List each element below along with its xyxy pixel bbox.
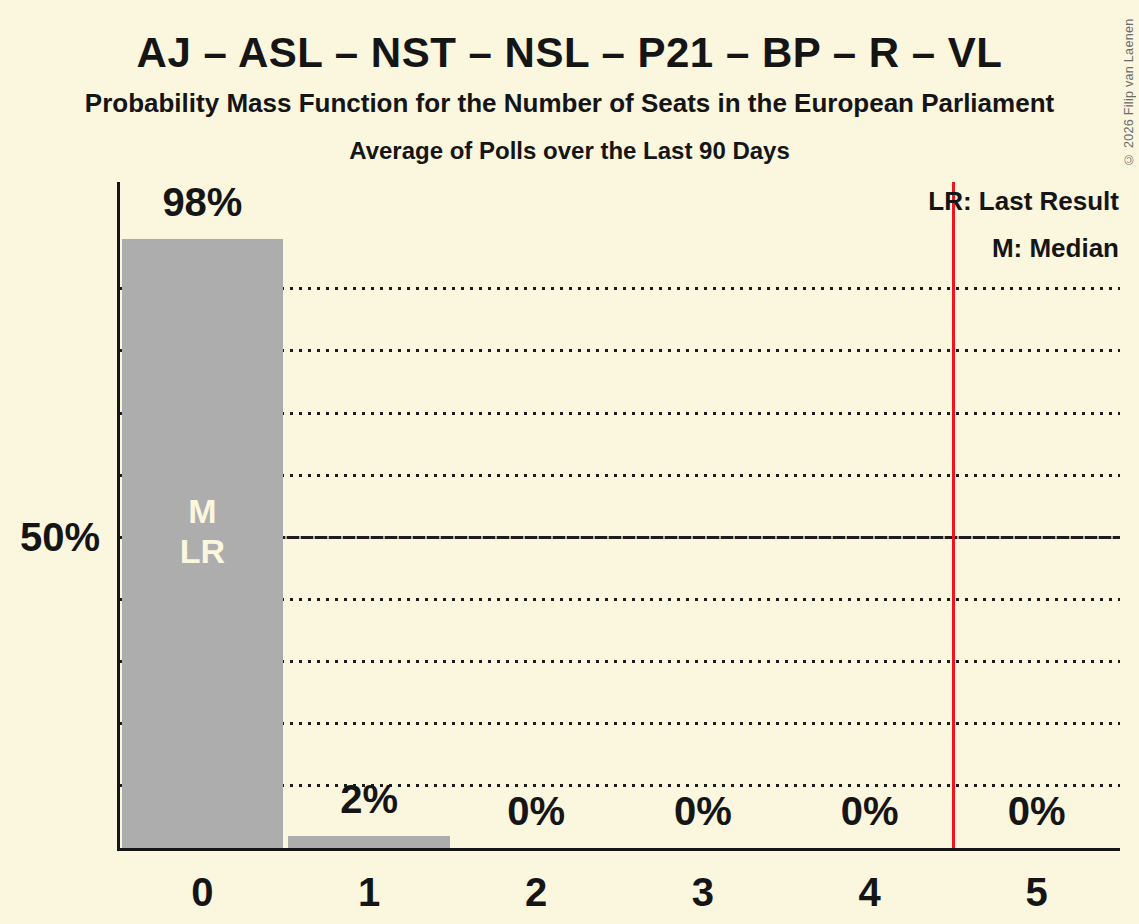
value-label-seat-2: 0% bbox=[453, 788, 620, 834]
x-tick-2: 2 bbox=[453, 869, 620, 915]
x-tick-0: 0 bbox=[119, 869, 286, 915]
value-label-seat-0: 98% bbox=[119, 179, 286, 225]
plot-area: 98%02%10%20%30%40%5MLR bbox=[119, 182, 1120, 848]
y-axis-50-label: 50% bbox=[0, 514, 100, 560]
chart-subtitle: Probability Mass Function for the Number… bbox=[0, 86, 1139, 120]
value-label-seat-3: 0% bbox=[620, 788, 787, 834]
value-label-seat-5: 0% bbox=[953, 788, 1120, 834]
copyright-text: © 2026 Filip van Laenen bbox=[1122, 6, 1136, 166]
annotation-line-m: M bbox=[119, 491, 286, 531]
value-label-seat-1: 2% bbox=[286, 776, 453, 822]
x-axis-line bbox=[117, 848, 1120, 851]
x-tick-4: 4 bbox=[786, 869, 953, 915]
x-tick-5: 5 bbox=[953, 869, 1120, 915]
bar-seat-1 bbox=[288, 836, 450, 848]
chart-legend: LR: Last Result M: Median bbox=[928, 178, 1119, 272]
red-reference-line bbox=[952, 182, 955, 848]
x-tick-3: 3 bbox=[620, 869, 787, 915]
page-title: AJ – ASL – NST – NSL – P21 – BP – R – VL bbox=[0, 25, 1139, 81]
median-last-result-label: MLR bbox=[119, 491, 286, 571]
annotation-line-lr: LR bbox=[119, 531, 286, 571]
legend-last-result: LR: Last Result bbox=[928, 178, 1119, 225]
legend-median: M: Median bbox=[928, 225, 1119, 272]
x-tick-1: 1 bbox=[286, 869, 453, 915]
value-label-seat-4: 0% bbox=[786, 788, 953, 834]
chart-period-note: Average of Polls over the Last 90 Days bbox=[0, 134, 1139, 168]
